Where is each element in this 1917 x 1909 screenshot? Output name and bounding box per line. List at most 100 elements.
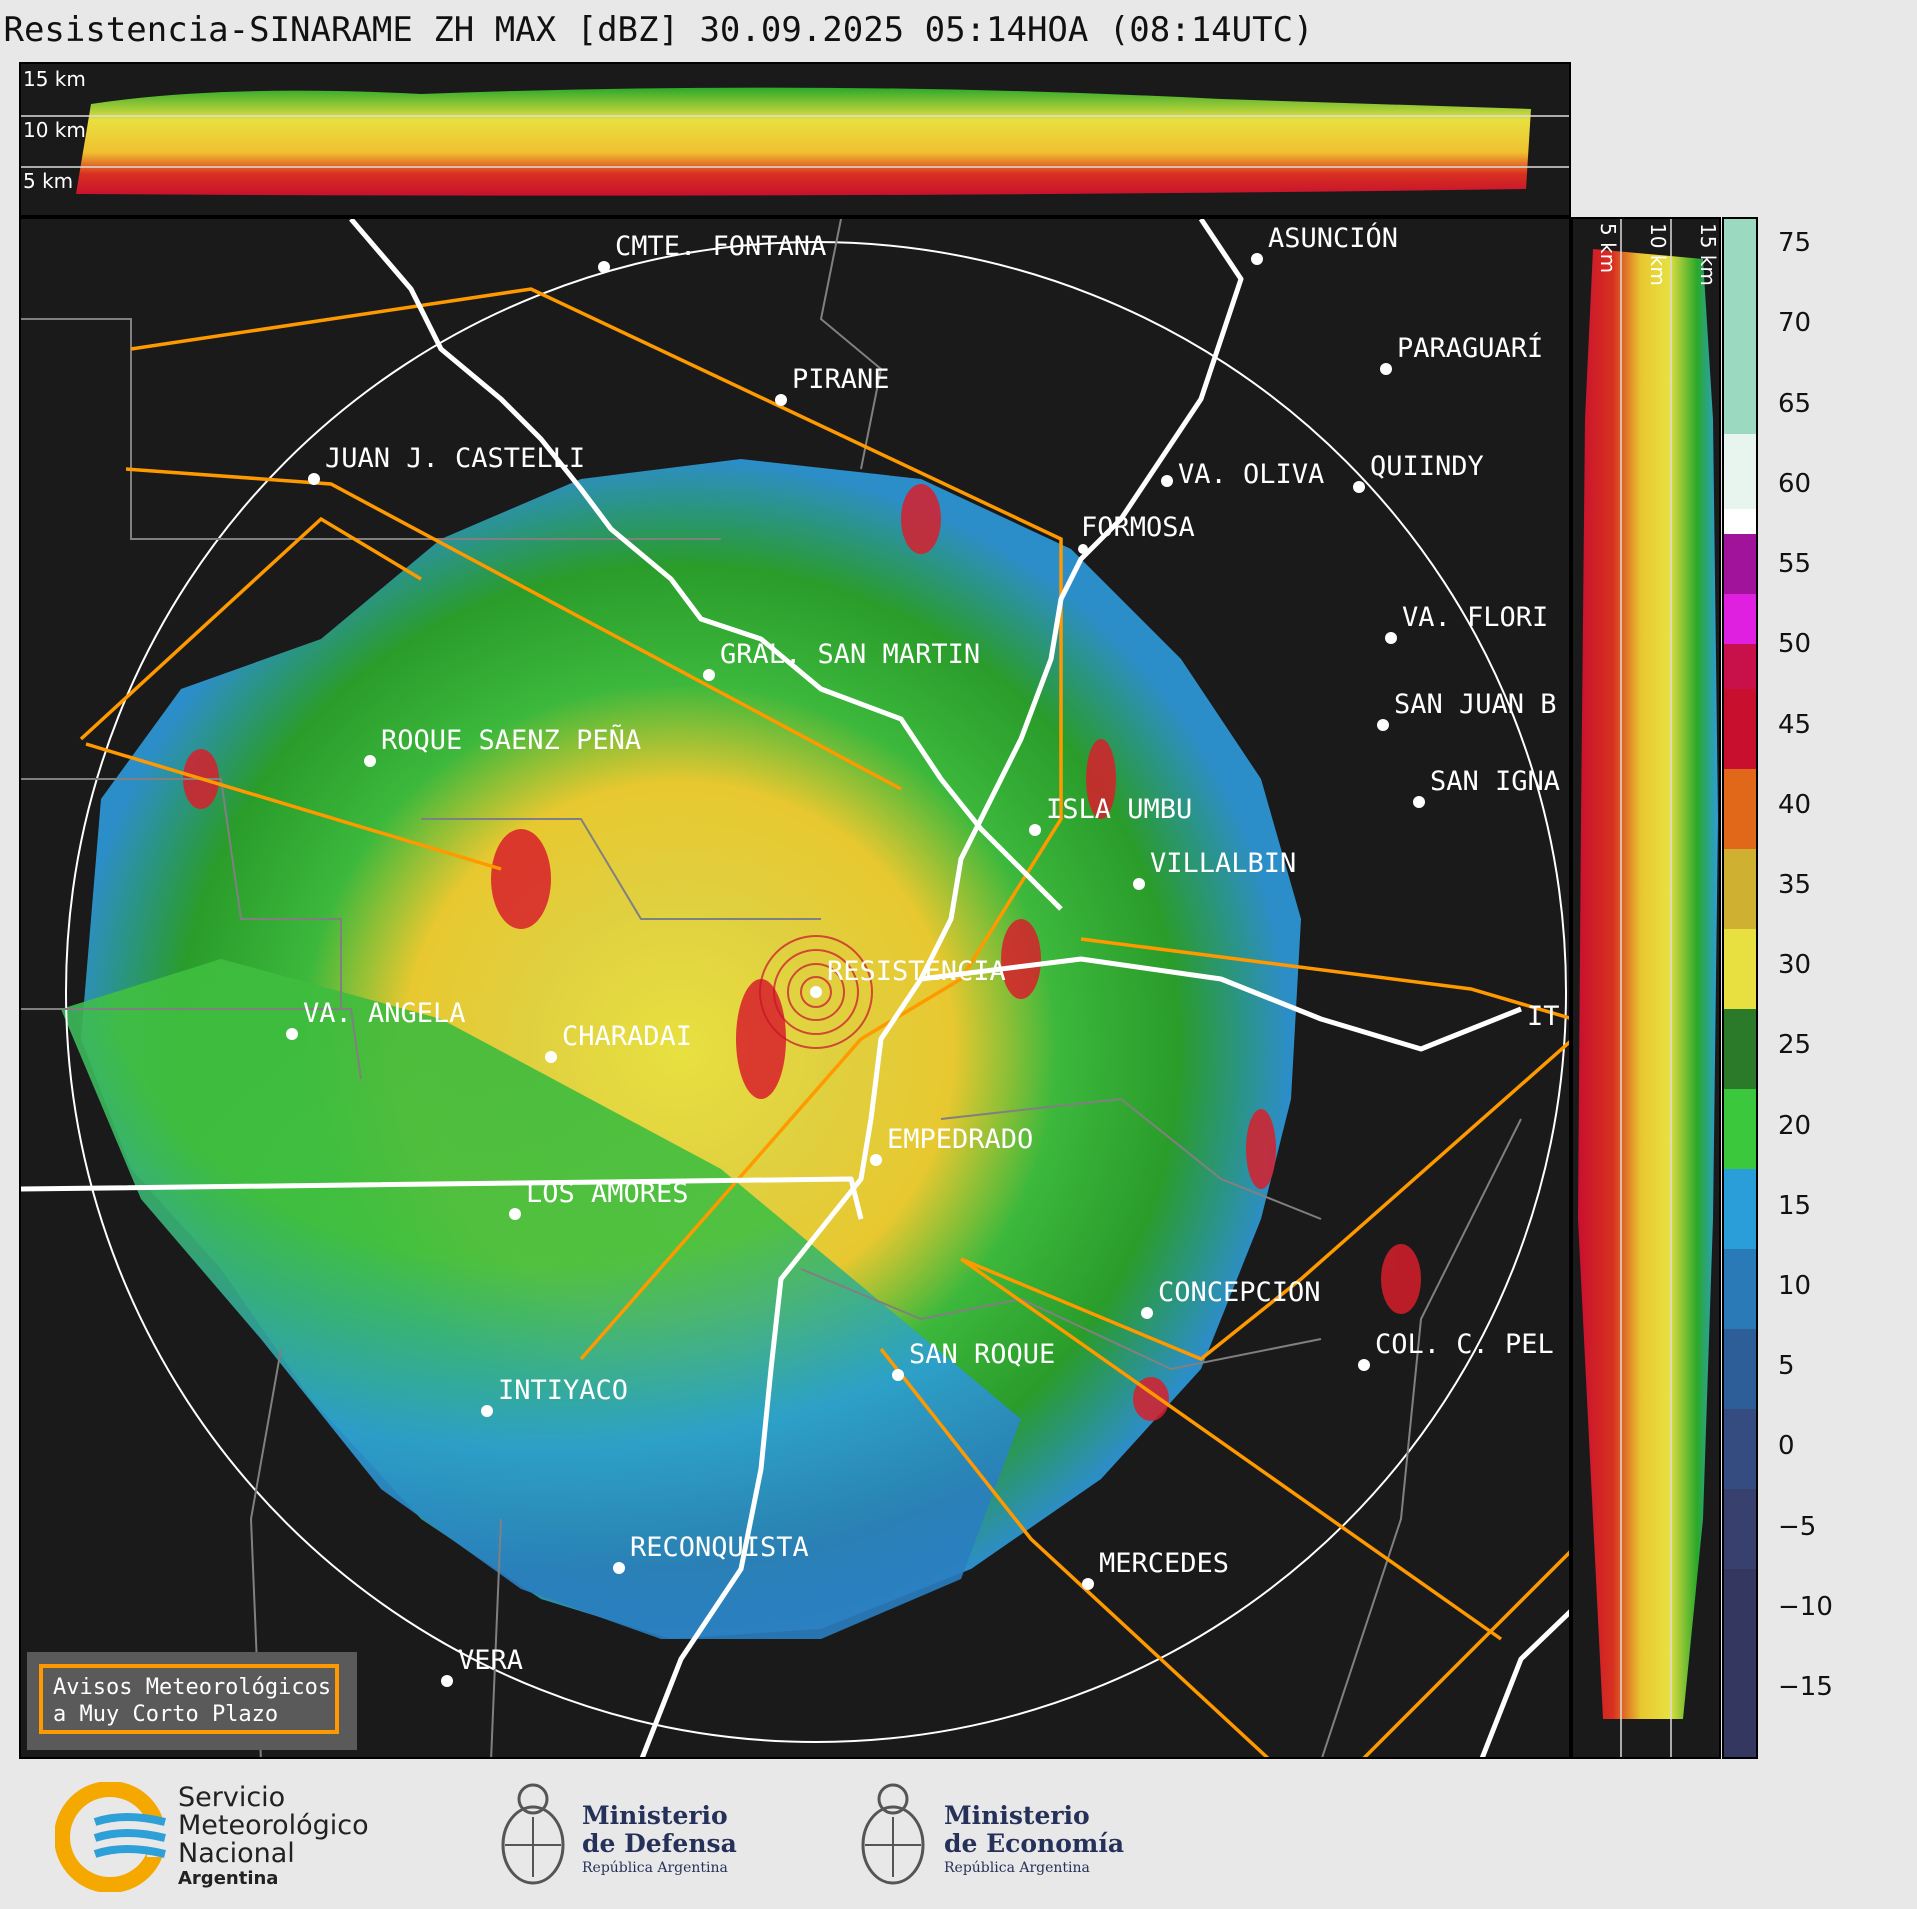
colorbar-tick: 15 (1778, 1191, 1812, 1221)
warning-polygons (79, 287, 1569, 1757)
city-san-juan-b[interactable]: SAN JUAN B (1377, 689, 1557, 731)
top-profile-echo (76, 87, 1531, 196)
city-los-amores[interactable]: LOS AMORES (509, 1178, 689, 1220)
colorbar-tick: 75 (1778, 228, 1812, 258)
smn-logo-text: Servicio Meteorológico Nacional Argentin… (178, 1782, 369, 1890)
svg-text:MERCEDES: MERCEDES (1099, 1548, 1229, 1579)
svg-text:VERA: VERA (458, 1645, 523, 1676)
side-height-profile: 5 km 10 km 15 km (1571, 217, 1721, 1759)
colorbar-tick: 65 (1778, 389, 1812, 419)
colorbar-tick: −5 (1778, 1512, 1817, 1542)
city-va-angela[interactable]: VA. ANGELA (286, 998, 466, 1040)
top-height-profile: 15 km 10 km 5 km (19, 62, 1571, 217)
city-villalbin[interactable]: VILLALBIN (1133, 848, 1296, 890)
colorbar-tick: 50 (1778, 629, 1812, 659)
smn-logo-icon (55, 1782, 175, 1892)
province-boundaries (21, 219, 1522, 1757)
city-intiyaco[interactable]: INTIYACO (481, 1375, 628, 1417)
radar-map[interactable]: CMTE. FONTANA ASUNCIÓN PARAGUARÍ PIRANE … (19, 217, 1571, 1759)
city-charadai[interactable]: CHARADAI (545, 1021, 692, 1063)
radar-clutter-rings (759, 935, 873, 1049)
defensa-logo-text: Ministerio de Defensa República Argentin… (582, 1801, 737, 1877)
svg-text:VA. ANGELA: VA. ANGELA (303, 998, 466, 1029)
svg-text:CHARADAI: CHARADAI (562, 1021, 692, 1052)
economia-logo-text: Ministerio de Economía República Argenti… (944, 1801, 1125, 1877)
city-empedrado[interactable]: EMPEDRADO (870, 1124, 1033, 1166)
city-vera[interactable]: VERA (441, 1645, 523, 1687)
city-va-flori[interactable]: VA. FLORI (1385, 602, 1548, 644)
svg-text:VILLALBIN: VILLALBIN (1150, 848, 1296, 879)
city-cmte-fontana[interactable]: CMTE. FONTANA (598, 231, 826, 273)
alert-line: Avisos Meteorológicos (53, 1675, 332, 1700)
svg-text:PARAGUARÍ: PARAGUARÍ (1397, 332, 1543, 364)
top-height-label: 5 km (23, 169, 73, 193)
svg-text:ISLA UMBU: ISLA UMBU (1046, 794, 1192, 825)
range-ring (65, 241, 1567, 1743)
radar-echo-south (61, 959, 1021, 1639)
city-pirane[interactable]: PIRANE (775, 364, 890, 406)
city-isla-umbu[interactable]: ISLA UMBU (1029, 794, 1192, 836)
argentina-seal-icon (501, 1783, 565, 1885)
colorbar-tick: 35 (1778, 870, 1812, 900)
svg-text:INTIYACO: INTIYACO (498, 1375, 628, 1406)
side-height-label: 15 km (1696, 223, 1720, 286)
svg-text:FORMOSA: FORMOSA (1081, 512, 1195, 543)
svg-text:COL. C. PEL: COL. C. PEL (1375, 1329, 1554, 1360)
city-reconquista[interactable]: RECONQUISTA (613, 1532, 809, 1574)
svg-text:VA. OLIVA: VA. OLIVA (1178, 459, 1324, 490)
city-formosa[interactable]: FORMOSA (1078, 512, 1195, 554)
svg-text:SAN IGNA: SAN IGNA (1430, 766, 1560, 797)
svg-text:LOS AMORES: LOS AMORES (526, 1178, 689, 1209)
city-concepcion[interactable]: CONCEPCION (1141, 1277, 1321, 1319)
svg-text:CMTE. FONTANA: CMTE. FONTANA (615, 231, 826, 262)
svg-text:ROQUE SAENZ PEÑA: ROQUE SAENZ PEÑA (381, 724, 641, 756)
city-resistencia[interactable]: RESISTENCIA (810, 956, 1006, 998)
city-juan-j-castelli[interactable]: JUAN J. CASTELLI (308, 443, 585, 485)
city-roque-saenz-pena[interactable]: ROQUE SAENZ PEÑA (364, 724, 641, 767)
svg-text:GRAL. SAN MARTIN: GRAL. SAN MARTIN (720, 639, 980, 670)
radar-map-svg: CMTE. FONTANA ASUNCIÓN PARAGUARÍ PIRANE … (21, 219, 1569, 1757)
svg-text:SAN JUAN B: SAN JUAN B (1394, 689, 1557, 720)
svg-text:RESISTENCIA: RESISTENCIA (827, 956, 1006, 987)
city-col-c-pel[interactable]: COL. C. PEL (1358, 1329, 1554, 1371)
svg-text:CONCEPCION: CONCEPCION (1158, 1277, 1321, 1308)
side-height-label: 5 km (1596, 223, 1620, 273)
dbz-colorbar (1722, 217, 1758, 1759)
svg-text:PIRANE: PIRANE (792, 364, 890, 395)
colorbar-tick: 60 (1778, 469, 1812, 499)
side-height-label: 10 km (1646, 223, 1670, 286)
side-profile-svg: 5 km 10 km 15 km (1578, 219, 1720, 1757)
colorbar-tick: −15 (1778, 1672, 1833, 1702)
colorbar-tick: 40 (1778, 790, 1812, 820)
colorbar-tick: 5 (1778, 1351, 1795, 1381)
argentina-seal-icon (861, 1783, 925, 1885)
colorbar-tick: −10 (1778, 1592, 1833, 1622)
city-san-igna[interactable]: SAN IGNA (1413, 766, 1560, 808)
city-gral-san-martin[interactable]: GRAL. SAN MARTIN (703, 639, 980, 681)
alert-legend-frame: Avisos Meteorológicos a Muy Corto Plazo (39, 1664, 339, 1734)
city-va-oliva[interactable]: VA. OLIVA (1161, 459, 1324, 490)
city-it[interactable]: IT (1527, 1001, 1560, 1032)
colorbar-tick: 20 (1778, 1111, 1812, 1141)
top-profile-svg: 15 km 10 km 5 km (21, 67, 1569, 196)
colorbar-tick: 10 (1778, 1271, 1812, 1301)
svg-text:ASUNCIÓN: ASUNCIÓN (1268, 222, 1398, 254)
city-san-roque[interactable]: SAN ROQUE (892, 1339, 1055, 1381)
side-profile-echo (1578, 249, 1718, 1719)
footer-logos: Servicio Meteorológico Nacional Argentin… (0, 1762, 1917, 1909)
colorbar-tick: 70 (1778, 308, 1812, 338)
city-mercedes[interactable]: MERCEDES (1082, 1548, 1229, 1590)
svg-text:IT: IT (1527, 1001, 1560, 1032)
city-asuncion[interactable]: ASUNCIÓN (1251, 222, 1398, 265)
colorbar-tick: 25 (1778, 1030, 1812, 1060)
colorbar-tick: 45 (1778, 710, 1812, 740)
alert-legend: Avisos Meteorológicos a Muy Corto Plazo (27, 1652, 357, 1750)
city-quiindy[interactable]: QUIINDY (1353, 451, 1484, 493)
page-title: Resistencia-SINARAME ZH MAX [dBZ] 30.09.… (3, 10, 1314, 50)
svg-text:JUAN J. CASTELLI: JUAN J. CASTELLI (325, 443, 585, 474)
city-paraguari[interactable]: PARAGUARÍ (1380, 332, 1543, 375)
svg-text:QUIINDY: QUIINDY (1370, 451, 1484, 482)
svg-text:VA. FLORI: VA. FLORI (1402, 602, 1548, 633)
alert-line: a Muy Corto Plazo (53, 1702, 279, 1727)
top-height-label: 10 km (23, 118, 86, 142)
